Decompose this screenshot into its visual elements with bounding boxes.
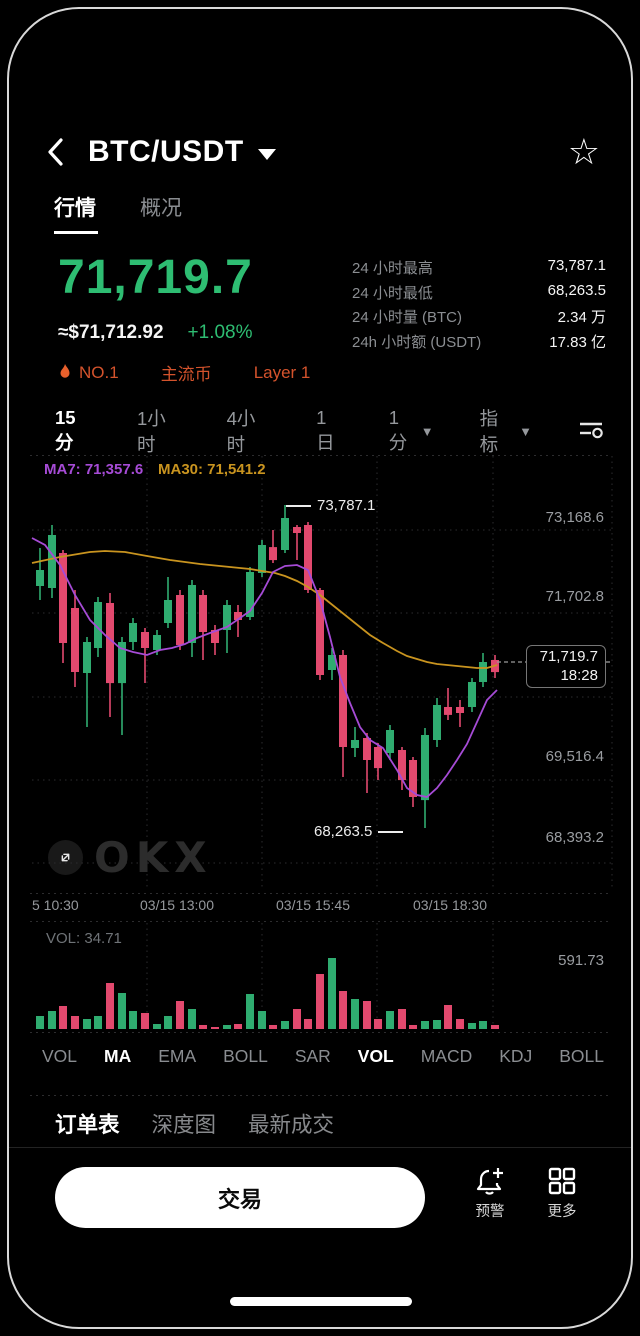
app-screen: BTC/USDT ☆ 行情 概况 71,719.7 ≈$71,712.92 +1… <box>9 9 631 1327</box>
stats-panel: 24 小时最高 73,787.1 24 小时最低 68,263.5 24 小时量 (… <box>352 257 606 355</box>
y-axis-label: 68,393.2 <box>545 829 604 846</box>
x-axis-label: 5 10:30 <box>32 897 79 913</box>
indicator-vol[interactable]: VOL <box>42 1045 78 1066</box>
stat-row: 24h 小时额 (USDT) 17.83 亿 <box>352 331 606 356</box>
tf-4h[interactable]: 4小时 <box>226 408 256 455</box>
indicator-ema[interactable]: EMA <box>158 1045 197 1066</box>
grid-icon <box>548 1167 576 1195</box>
favorite-star-icon[interactable]: ☆ <box>567 131 600 172</box>
expand-icon <box>61 853 70 862</box>
stat-label: 24 小时最低 <box>352 284 433 302</box>
volume-label: VOL: 34.71 <box>46 930 122 947</box>
stat-label: 24 小时最高 <box>352 260 433 277</box>
separator <box>30 921 610 922</box>
tf-1h[interactable]: 1小时 <box>137 408 166 455</box>
annotation-line <box>378 830 404 833</box>
chevron-down-icon: ▼ <box>519 423 532 439</box>
tf-1m-dropdown[interactable]: 1分 ▼ <box>388 407 434 453</box>
volume-scale-label: 591.73 <box>558 952 604 969</box>
chart-settings-button[interactable] <box>578 417 604 446</box>
ma7-label: MA7: 71,357.6 <box>44 461 144 478</box>
x-axis-label: 03/15 18:30 <box>413 897 487 913</box>
tab-latest-trades[interactable]: 最新成交 <box>248 1113 335 1137</box>
annotation-line <box>286 504 311 507</box>
tf-1d[interactable]: 1日 <box>316 407 335 453</box>
tab-depth-chart[interactable]: 深度图 <box>151 1113 217 1137</box>
indicator-tabs: VOL MA EMA BOLL SAR VOL MACD KDJ BOLL <box>42 1040 604 1072</box>
tab-market[interactable]: 行情 <box>54 192 98 234</box>
layer-badge[interactable]: Layer 1 <box>253 362 311 382</box>
bell-plus-icon <box>476 1168 503 1195</box>
top-tabs: 行情 概况 <box>54 192 182 234</box>
phone-frame: BTC/USDT ☆ 行情 概况 71,719.7 ≈$71,712.92 +1… <box>7 7 633 1329</box>
tab-overview[interactable]: 概况 <box>140 197 182 220</box>
indicator-boll2[interactable]: BOLL <box>559 1045 604 1066</box>
x-axis-label: 03/15 15:45 <box>276 897 350 913</box>
last-price: 71,719.7 <box>58 251 253 304</box>
stat-row: 24 小时最低 68,263.5 <box>352 282 606 307</box>
separator <box>30 893 610 894</box>
chevron-down-icon: ▼ <box>420 423 434 439</box>
indicator-vol2[interactable]: VOL <box>357 1045 394 1066</box>
chart-settings-icon <box>580 422 603 438</box>
stat-row: 24 小时量 (BTC) 2.34 万 <box>352 306 606 331</box>
more-button[interactable]: 更多 <box>538 1166 586 1221</box>
pair-title[interactable]: BTC/USDT <box>88 135 244 168</box>
indicator-dropdown[interactable]: 指标 ▼ <box>479 408 532 455</box>
rank-badge[interactable]: NO.1 <box>58 363 119 383</box>
separator <box>30 455 610 456</box>
last-price-tag-value: 71,719.7 <box>539 648 598 665</box>
stat-row: 24 小时最高 73,787.1 <box>352 257 606 282</box>
last-price-tag-time: 18:28 <box>560 666 598 684</box>
indicator-macd[interactable]: MACD <box>420 1045 473 1066</box>
fiat-price: ≈$71,712.92 <box>58 322 164 343</box>
okx-watermark: OKX <box>94 833 213 882</box>
change-percent: +1.08% <box>187 322 253 343</box>
fiat-row: ≈$71,712.92 +1.08% <box>58 322 253 344</box>
more-label: 更多 <box>547 1204 577 1220</box>
rank-badge-label: NO.1 <box>79 362 119 382</box>
indicator-boll[interactable]: BOLL <box>223 1045 268 1066</box>
alert-button[interactable]: 预警 <box>466 1166 514 1221</box>
flame-icon <box>60 363 70 378</box>
badges: NO.1 主流币 Layer 1 <box>58 360 310 385</box>
stat-value: 73,787.1 <box>547 257 606 274</box>
y-axis-label: 71,702.8 <box>545 588 604 605</box>
indicator-kdj[interactable]: KDJ <box>499 1045 533 1066</box>
separator <box>30 1095 610 1096</box>
timeframe-bar: 15分 1小时 4小时 1日 1分 ▼ 指标 ▼ <box>55 407 604 455</box>
chevron-down-icon[interactable] <box>257 148 276 160</box>
stat-value: 68,263.5 <box>547 281 606 299</box>
ma30-label: MA30: 71,541.2 <box>158 461 266 478</box>
stat-value: 17.83 亿 <box>549 333 606 351</box>
low-annotation: 68,263.5 <box>314 823 404 840</box>
x-axis-label: 03/15 13:00 <box>140 897 214 913</box>
alert-label: 预警 <box>475 1204 505 1220</box>
header: BTC/USDT ☆ <box>44 130 600 174</box>
high-annotation: 73,787.1 <box>286 497 375 514</box>
indicator-sar[interactable]: SAR <box>294 1045 331 1066</box>
back-button[interactable] <box>44 135 74 169</box>
last-price-tag[interactable]: 71,719.7 18:28 <box>526 645 606 688</box>
home-indicator[interactable] <box>230 1297 412 1306</box>
y-axis-label: 73,168.6 <box>545 509 604 526</box>
tab-order-book[interactable]: 订单表 <box>55 1113 120 1137</box>
tf-15m[interactable]: 15分 <box>55 407 76 453</box>
category-badge[interactable]: 主流币 <box>160 365 212 384</box>
section-tabs: 订单表 深度图 最新成交 <box>55 1108 334 1139</box>
stat-value: 2.34 万 <box>557 309 606 327</box>
separator <box>30 1032 610 1033</box>
chevron-left-icon <box>48 138 63 166</box>
indicator-ma[interactable]: MA <box>104 1045 132 1066</box>
divider <box>9 1147 631 1148</box>
fullscreen-button[interactable] <box>48 840 83 875</box>
trade-button[interactable]: 交易 <box>55 1167 425 1228</box>
stat-label: 24h 小时额 (USDT) <box>352 333 482 351</box>
y-axis-label: 69,516.4 <box>545 748 604 765</box>
stat-label: 24 小时量 (BTC) <box>352 309 463 327</box>
